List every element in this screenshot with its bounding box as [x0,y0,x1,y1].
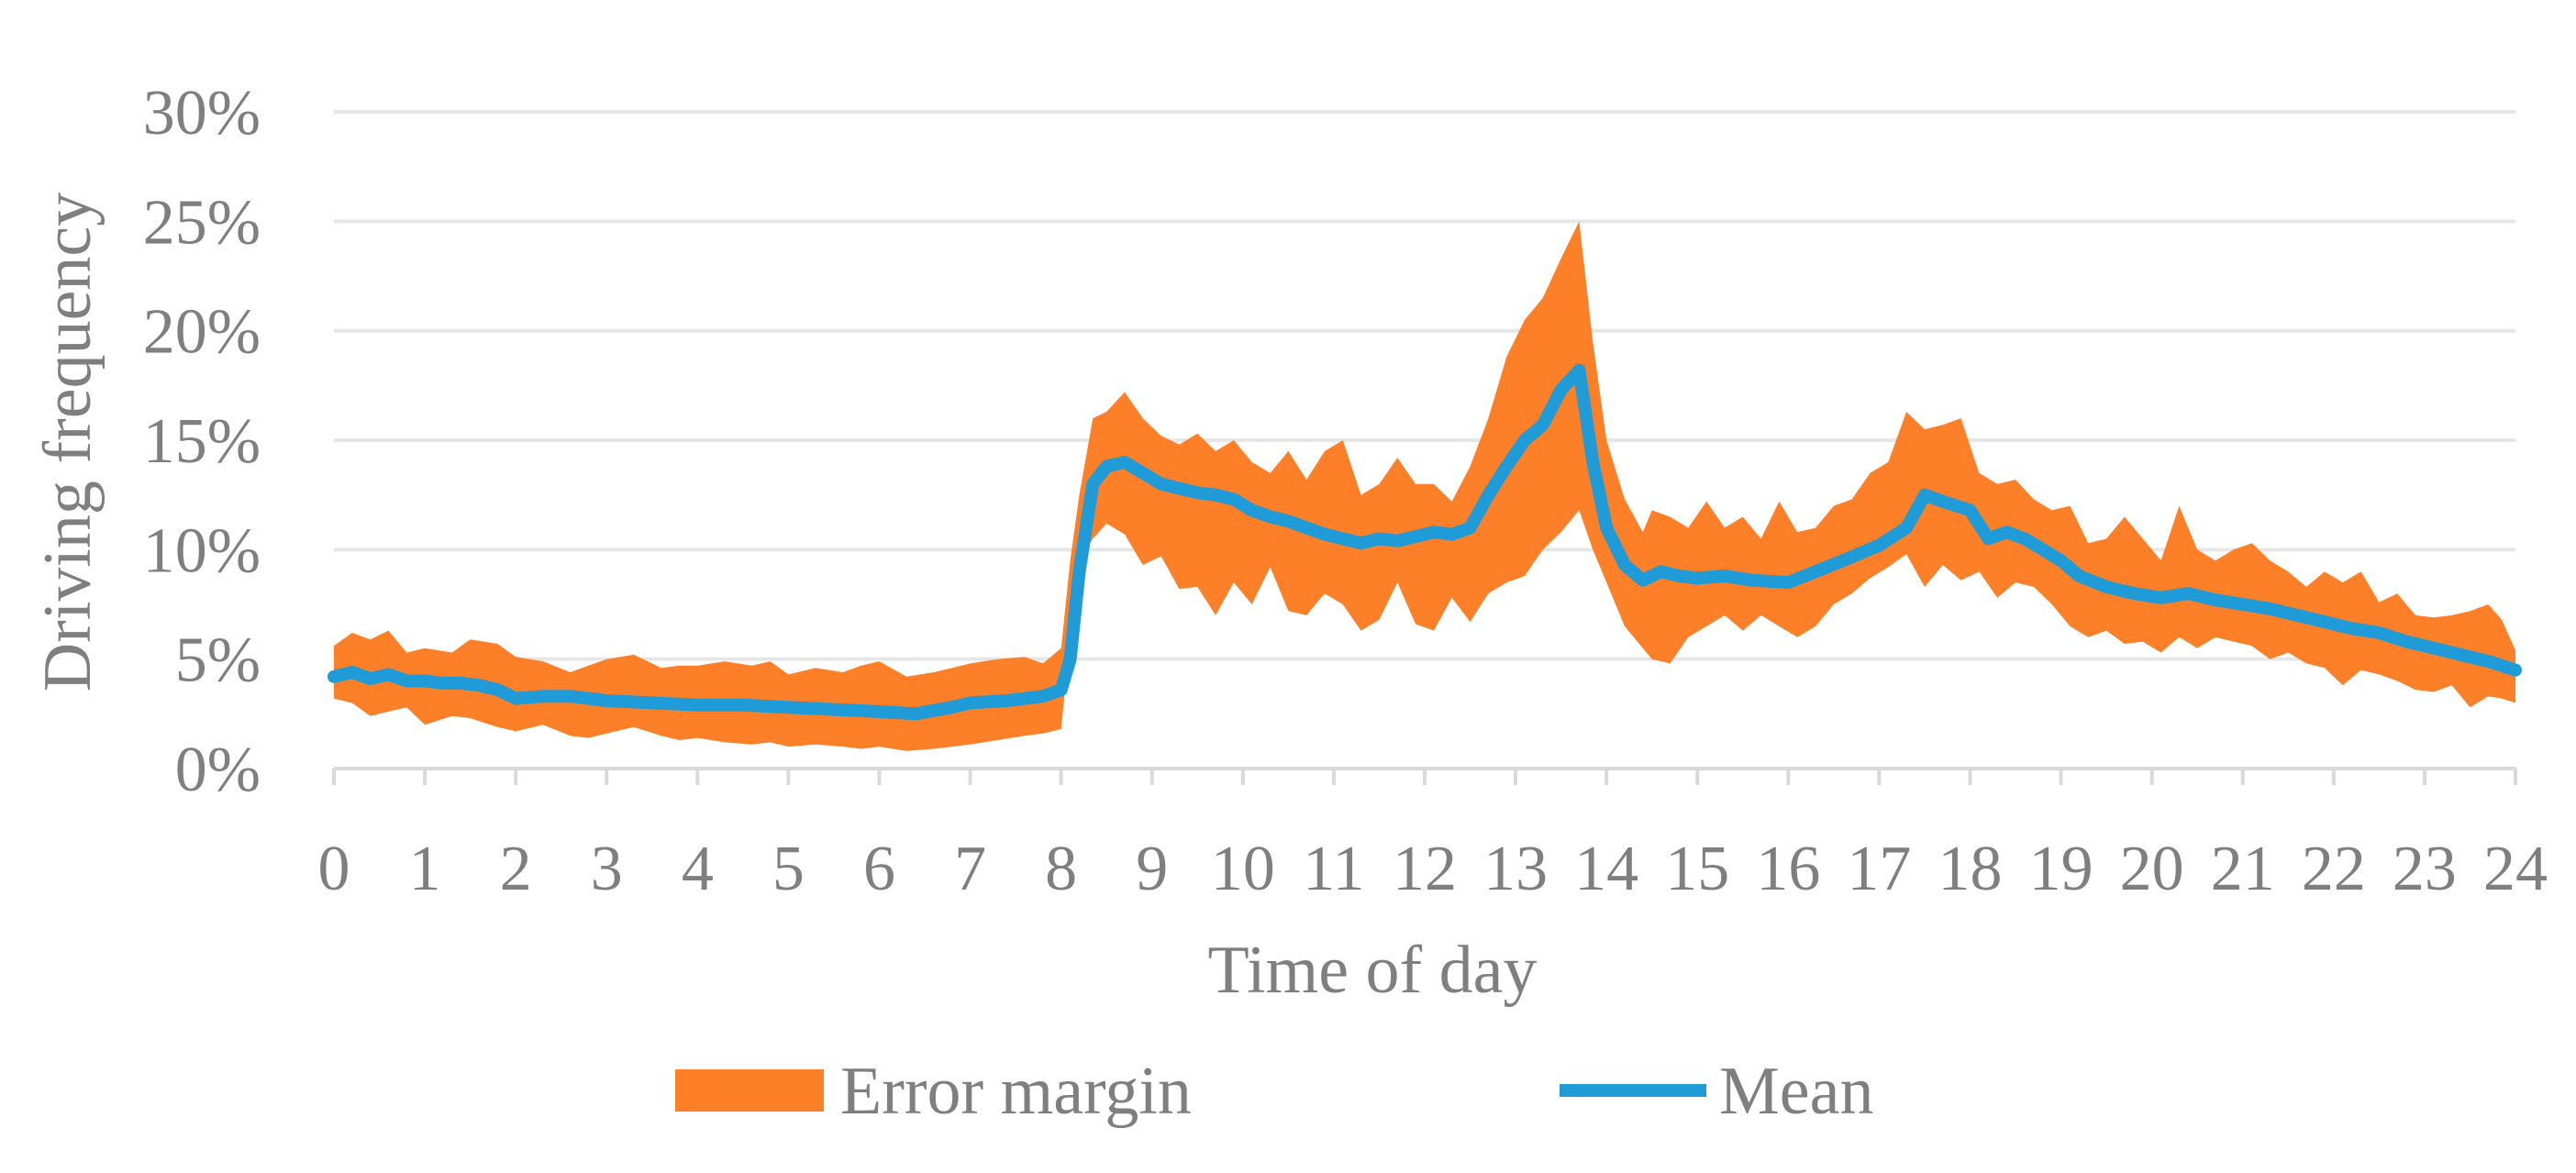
x-tick-label: 2 [500,834,532,904]
x-tick-label: 3 [591,834,623,904]
legend: Error margin Mean [675,1054,1874,1129]
x-tick-label: 22 [2302,834,2366,904]
x-tick-label: 20 [2120,834,2184,904]
x-tick-label: 14 [1574,834,1638,904]
x-tick-label: 13 [1483,834,1548,904]
gridlines [334,110,2515,661]
x-tick-label: 1 [409,834,441,904]
tick-labels: 0%5%10%15%20%25%30%0 1 2 3 4 5 6 7 8 9 10 11 12 13 14 1… [143,78,2548,904]
x-tick-label: 7 [954,834,986,904]
mean-line-layer [328,363,2522,721]
y-tick-label: 15% [143,406,261,477]
x-tick-label: 16 [1756,834,1820,904]
mean-line [328,363,2522,721]
x-tick-label: 23 [2393,834,2457,904]
error-margin-band [334,221,2515,751]
x-tick-label: 24 [2483,834,2548,904]
x-tick-label: 17 [1847,834,1911,904]
x-tick-label: 19 [2029,834,2093,904]
y-tick-label: 5% [175,625,261,696]
x-tick-label: 6 [863,834,895,904]
x-axis-title: Time of day [1207,933,1537,1008]
legend-label-mean: Mean [1719,1054,1874,1129]
y-tick-label: 25% [143,187,261,258]
axes [332,767,2517,785]
y-tick-label: 0% [175,735,261,805]
x-tick-label: 18 [1938,834,2003,904]
x-tick-label: 15 [1665,834,1729,904]
x-tick-label: 10 [1211,834,1275,904]
x-tick-label: 9 [1136,834,1168,904]
error-margin-area [334,221,2515,751]
x-tick-label: 8 [1045,834,1077,904]
x-tick-label: 4 [682,834,714,904]
legend-swatch-error-margin [675,1069,824,1112]
x-tick-label: 0 [318,834,350,904]
y-tick-label: 10% [143,515,261,586]
x-tick-label: 11 [1303,834,1364,904]
x-tick-label: 12 [1393,834,1457,904]
y-tick-label: 30% [143,78,261,149]
x-tick-label: 21 [2211,834,2275,904]
y-tick-label: 20% [143,297,261,368]
x-tick-label: 5 [772,834,805,904]
legend-label-error-margin: Error margin [840,1054,1192,1129]
y-axis-title: Driving frequency [30,193,105,692]
